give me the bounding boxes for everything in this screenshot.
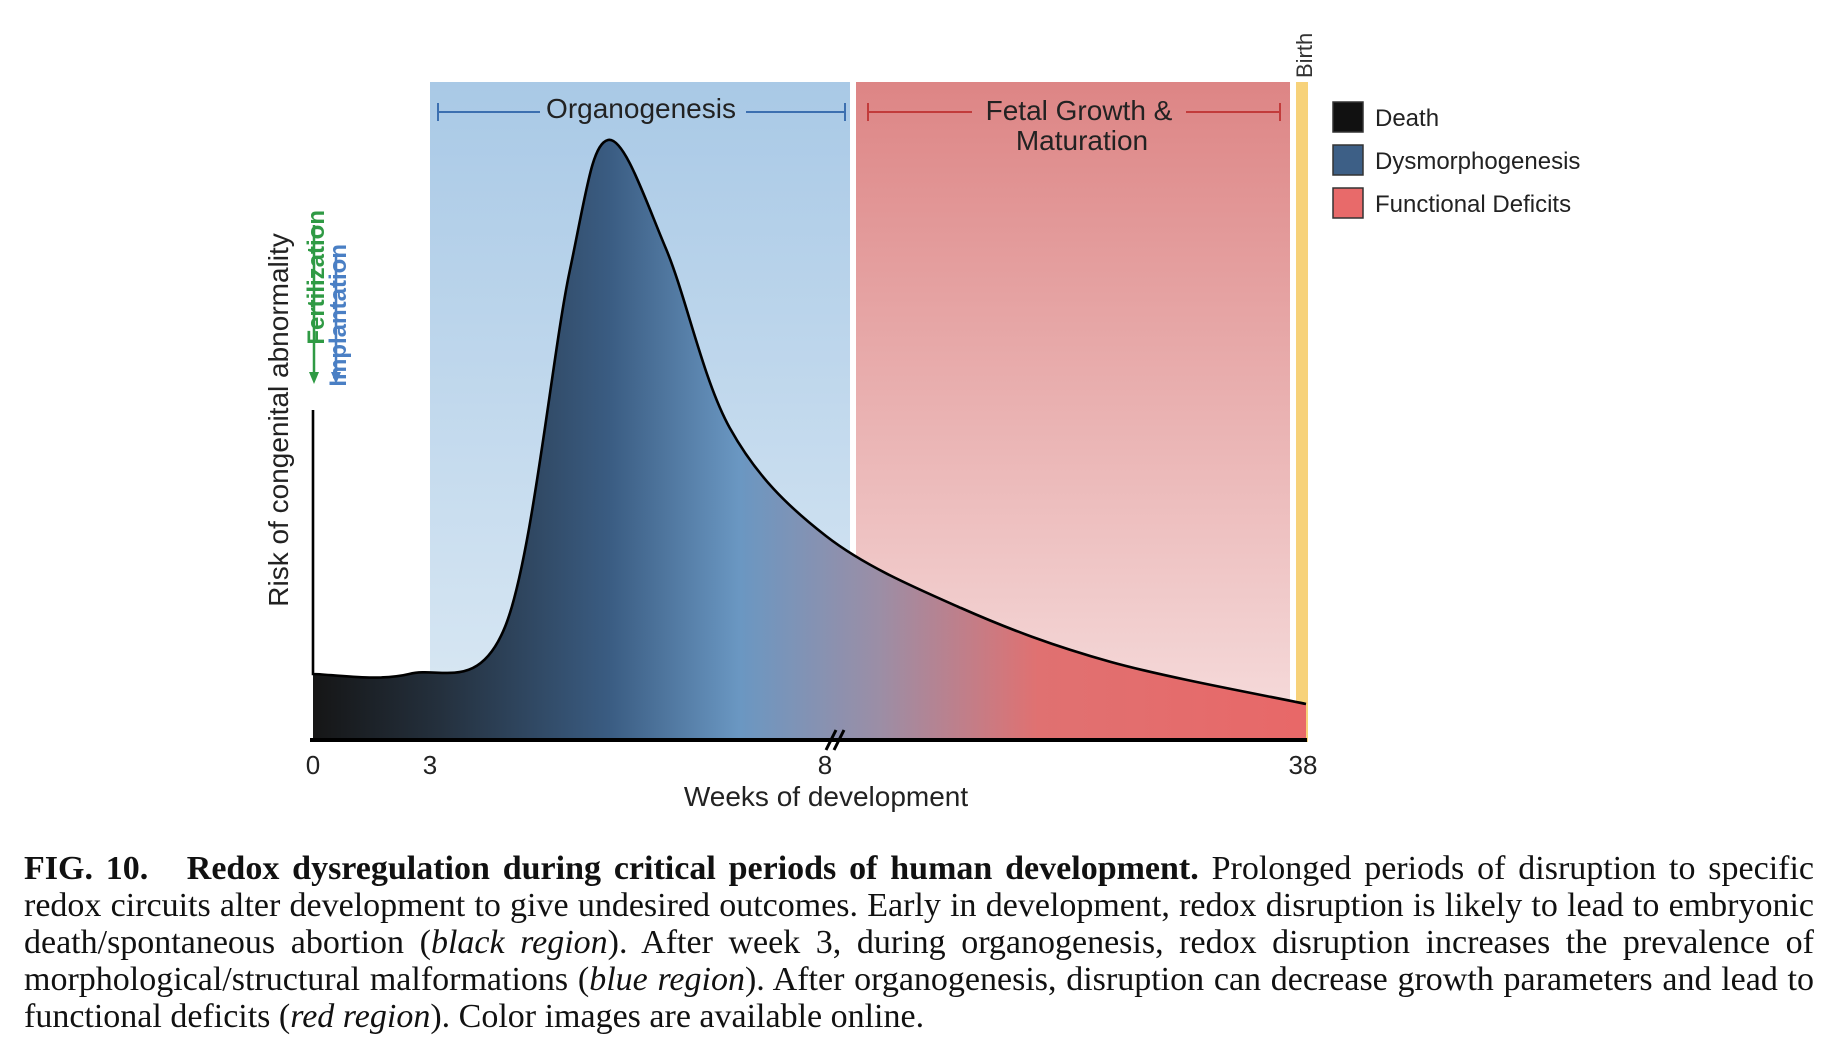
fetal-growth-bracket [867,103,1281,121]
x-tick-label: 0 [306,750,320,780]
fetal-growth-label-line1: Fetal Growth & [986,95,1173,126]
caption-body-4: ). Color images are available online. [430,998,925,1035]
fertilization-marker: Fertilization [303,210,330,384]
fetal-growth-label-line2: Maturation [1016,125,1148,156]
legend-swatch-functional-deficits [1332,187,1364,219]
legend: Death Dysmorphogenesis Functional Defici… [1332,101,1580,219]
x-tick-label: 38 [1289,750,1318,780]
fertilization-label: Fertilization [303,210,330,345]
caption-title: Redox dysregulation during critical peri… [186,850,1199,887]
organogenesis-label: Organogenesis [546,93,736,124]
caption-black-region: black region [430,924,608,961]
x-tick-label: 8 [818,750,832,780]
risk-curve-area [313,139,1306,740]
figure-caption: FIG. 10. Redox dysregulation during crit… [24,850,1814,1035]
caption-label: FIG. 10. [24,850,149,887]
axis-break-mark [824,729,846,751]
x-tick-label: 3 [423,750,437,780]
caption-red-region: red region [290,998,431,1035]
organogenesis-bracket [437,103,846,121]
birth-label: Birth [1292,33,1317,78]
legend-label-death: Death [1375,105,1439,132]
legend-swatch-dysmorphogenesis [1332,144,1364,176]
legend-swatch-death [1332,101,1364,133]
x-axis-label: Weeks of development [684,781,969,812]
caption-body-2: ). After week 3, during organogenesis, r… [24,924,1814,998]
caption-body-1: Prolonged periods of disruption to speci… [24,850,1814,961]
implantation-label: Implantation [325,244,352,387]
caption-blue-region: blue region [589,961,745,998]
y-axis-label: Risk of congenital abnormality [263,233,294,607]
legend-label-dysmorphogenesis: Dysmorphogenesis [1375,148,1580,175]
risk-curve-line [311,138,1307,706]
caption-body-3: ). After organogenesis, disruption can d… [24,961,1815,1035]
implantation-marker: Implantation [325,244,352,387]
legend-label-functional-deficits: Functional Deficits [1375,191,1571,218]
birth-band [1296,82,1308,742]
figure-10-chart: 0 3 8 38 Weeks of development Risk of co… [263,33,1580,812]
